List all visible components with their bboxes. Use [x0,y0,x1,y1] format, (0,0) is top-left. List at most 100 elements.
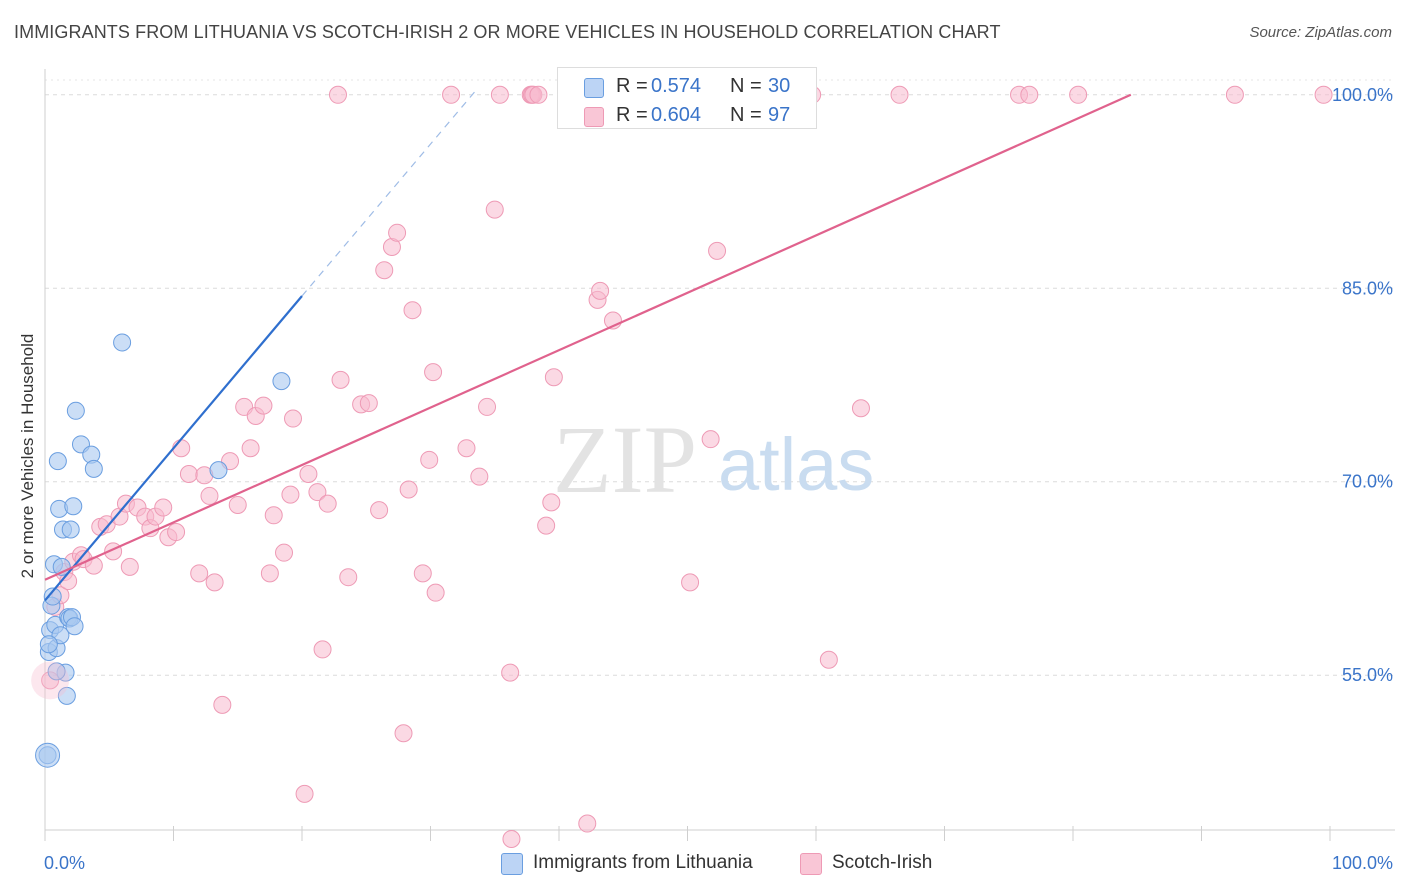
y-tick-label: 85.0% [1342,278,1393,298]
lithuania-point [61,520,80,539]
scotch-irish-point [413,564,432,583]
watermark-zip: ZIP [553,406,697,513]
lithuania-trend-extension [301,90,476,297]
scotch-irish-point [339,568,358,587]
scotch-irish-point [485,200,504,219]
lithuania-point-large [35,742,61,768]
scotch-irish-point [200,486,219,505]
lithuania-point [272,372,291,391]
scotch-irish-point [179,465,198,484]
scotch-irish-point [154,498,173,517]
scotch-irish-point [295,784,314,803]
legend-swatch-lithuania [584,78,604,98]
scotch-irish-point [542,493,561,512]
scotch-irish-point [359,394,378,413]
scotch-irish-point [501,663,520,682]
lithuania-point [64,497,83,516]
scotch-irish-point [120,557,139,576]
scotch-irish-point [264,506,283,525]
scotch-irish-point [241,439,260,458]
scotch-irish-point [190,564,209,583]
scotch-irish-point [313,640,332,659]
chart-title: IMMIGRANTS FROM LITHUANIA VS SCOTCH-IRIS… [14,22,1001,42]
scotch-irish-point [478,397,497,416]
scotch-irish-point [681,573,700,592]
y-tick-label: 70.0% [1342,472,1393,492]
scotch-irish-point [403,301,422,320]
legend-label-lithuania: Immigrants from Lithuania [533,852,753,873]
scotch-irish-point [167,523,186,542]
scotch-irish-point [701,430,720,449]
scotch-irish-point [537,516,556,535]
scotch-irish-point [708,241,727,260]
scotch-irish-point [388,223,407,242]
scotch-irish-point [544,368,563,387]
scotch-irish-point [275,543,294,562]
lithuania-point [66,401,85,420]
scotch-irish-point [490,85,509,104]
tick-labels: 55.0% 70.0% 85.0% 100.0% 0.0% 100.0% [44,85,1393,873]
legend-n-value-lithuania: 30 [768,75,791,97]
legend-row-scotch: R = 0.604 N = 97 [558,101,816,131]
scotch-irish-point [331,370,350,389]
scotch-irish-point [420,450,439,469]
scotch-irish-point [851,399,870,418]
scotch-irish-point [328,85,347,104]
lithuania-point [39,635,58,654]
scotch-irish-point [308,483,327,502]
scotch-irish-point-large [31,661,70,700]
scotch-irish-point [318,494,337,513]
axes [44,69,1395,841]
trend-lines [44,90,1132,602]
scotch-irish-point [172,439,191,458]
scotch-irish-point [529,85,548,104]
legend-swatch-scotch [584,107,604,127]
scotch-irish-point [1069,85,1088,104]
scotch-irish-point [260,564,279,583]
scotch-irish-point [424,363,443,382]
scotch-irish-point [213,695,232,714]
scotch-irish-point [375,261,394,280]
scotch-irish-point [1314,85,1333,104]
scotch-irish-point [819,650,838,669]
correlation-legend: R = 0.574 N = 30 R = 0.604 N = 97 [557,67,817,129]
legend-row-lithuania: R = 0.574 N = 30 [558,72,816,102]
source-label: Source: ZipAtlas.com [1249,24,1392,41]
legend-r-value-lithuania: 0.574 [651,75,702,97]
scotch-irish-trend-line [44,93,1132,581]
scotch-irish-point [890,85,909,104]
lithuania-point [48,452,67,471]
scotch-irish-point [470,467,489,486]
watermark: ZIP atlas [553,406,874,513]
scotch-irish-point [299,465,318,484]
legend-swatch-scotch [800,853,822,875]
scotch-irish-point [426,583,445,602]
watermark-atlas: atlas [718,423,874,506]
gridlines [45,79,1395,676]
scotch-irish-point [281,485,300,504]
lithuania-point [43,587,62,606]
x-tick-label: 100.0% [1332,853,1393,873]
legend-n-value-scotch: 97 [768,104,791,126]
scotch-irish-point [284,409,303,428]
scotch-irish-point [502,830,521,849]
scotch-irish-point [228,495,247,514]
scotch-irish-point [205,573,224,592]
scotch-irish-point [394,724,413,743]
legend-n-label: N = [730,104,762,126]
lithuania-point [209,461,228,480]
scotch-irish-point [578,814,597,833]
lithuania-point [113,333,132,352]
legend-r-label: R = [616,75,648,97]
legend-r-value-scotch: 0.604 [651,104,702,126]
series-legend: Immigrants from Lithuania Scotch-Irish [0,851,1406,879]
scotch-irish-point [254,396,273,415]
y-tick-label: 100.0% [1332,85,1393,105]
lithuania-point [57,686,76,705]
legend-label-scotch: Scotch-Irish [832,852,933,873]
scotch-irish-point [591,281,610,300]
scotch-irish-point [1020,85,1039,104]
legend-swatch-lithuania [501,853,523,875]
legend-r-label: R = [616,104,648,126]
